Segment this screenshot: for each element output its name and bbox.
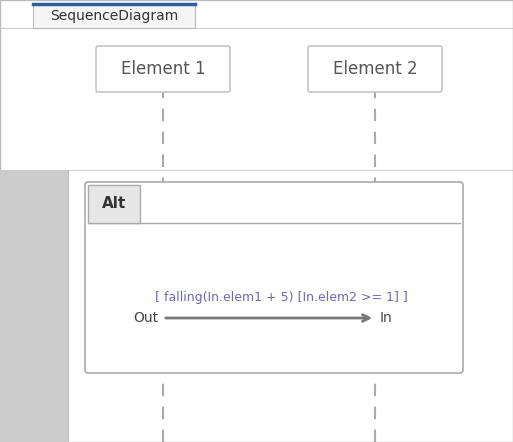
Text: [ falling(In.elem1 + 5) [In.elem2 >= 1] ]: [ falling(In.elem1 + 5) [In.elem2 >= 1] … bbox=[155, 290, 408, 304]
Bar bbox=[0, 170, 68, 442]
Text: In: In bbox=[380, 311, 393, 325]
Text: Element 2: Element 2 bbox=[333, 60, 417, 78]
FancyBboxPatch shape bbox=[85, 182, 463, 373]
Text: Element 1: Element 1 bbox=[121, 60, 205, 78]
Text: SequenceDiagram: SequenceDiagram bbox=[50, 9, 178, 23]
Text: Out: Out bbox=[133, 311, 158, 325]
FancyBboxPatch shape bbox=[308, 46, 442, 92]
Bar bbox=[33, 4, 195, 28]
Bar bbox=[88, 185, 140, 223]
FancyBboxPatch shape bbox=[96, 46, 230, 92]
Text: Alt: Alt bbox=[102, 197, 126, 212]
